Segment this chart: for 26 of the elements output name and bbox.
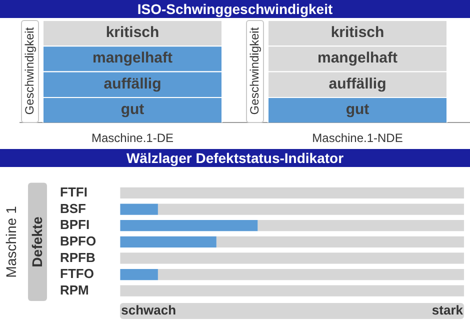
text: Defekte (28, 216, 45, 268)
text: stark (432, 302, 464, 318)
x-tick-label: Maschine.1-DE (91, 131, 174, 146)
text: auffällig (328, 75, 386, 92)
label-tab: Geschwindigkeit (246, 20, 264, 123)
chart-title: Wälzlager Defektstatus-Indikator (126, 149, 344, 167)
y-tick-label: BPFI (60, 217, 90, 232)
label-tab: Geschwindigkeit (20, 20, 38, 123)
y-tick-label: BSF (60, 200, 86, 216)
text: mangelhaft (317, 50, 398, 67)
y-tick-label: FTFI (60, 184, 88, 200)
y-axis-title: Geschwindigkeit (22, 28, 36, 115)
text: kritisch (330, 24, 384, 41)
series-label: auffällig (104, 75, 162, 92)
series-label: gut (120, 100, 144, 118)
y-tick-label: FTFO (60, 266, 94, 282)
chart-title: ISO-Schwinggeschwindigkeit (137, 0, 333, 18)
text: gut (346, 100, 370, 118)
x-tick-label: Maschine.1-NDE (312, 131, 403, 146)
text: schwach (121, 302, 176, 318)
series-label: mangelhaft (92, 50, 173, 67)
series-label: kritisch (106, 24, 160, 41)
y-tick-label: RPFB (60, 250, 96, 265)
y-tick-label: RPM (60, 282, 89, 298)
y-tick-label: BPFO (60, 233, 96, 248)
y-axis-title: Maschine 1 (2, 206, 19, 278)
